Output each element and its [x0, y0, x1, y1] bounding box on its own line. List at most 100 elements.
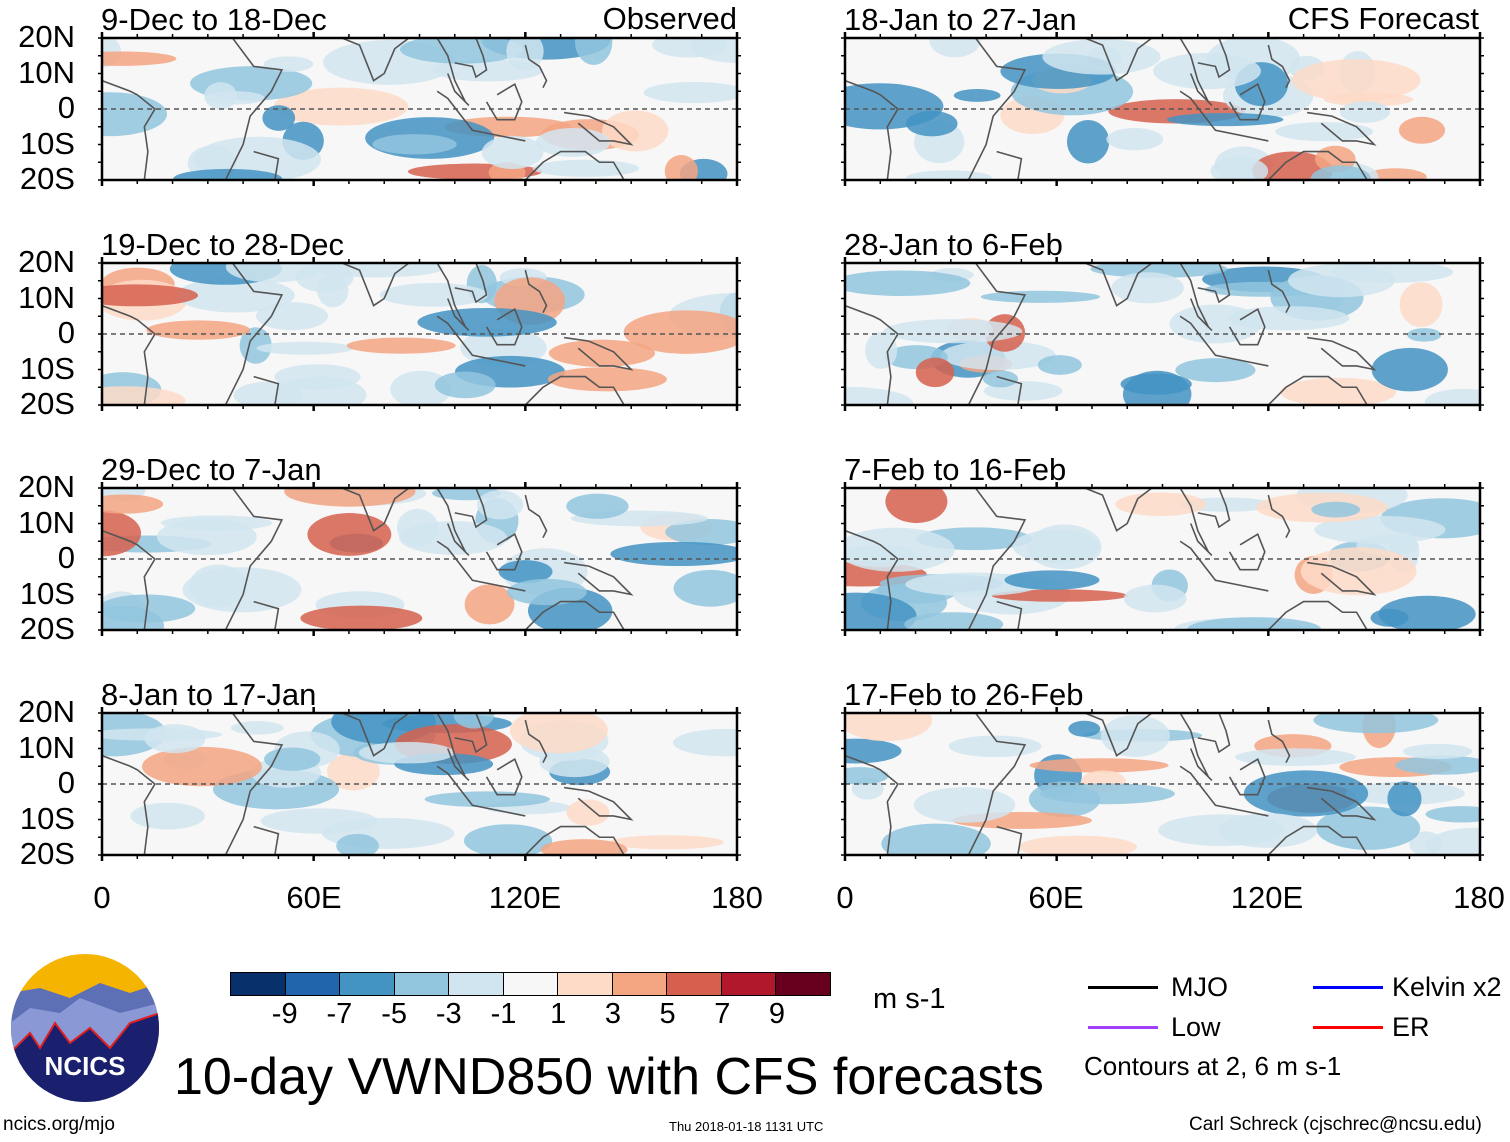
coastline: [1267, 150, 1368, 180]
coastline: [341, 38, 410, 82]
coastline: [1307, 336, 1377, 371]
wind-anomaly-blob: [609, 835, 724, 850]
coastline: [1267, 44, 1291, 89]
coastline: [436, 90, 526, 142]
wind-anomaly-blob: [913, 787, 1016, 823]
wind-anomaly-blob: [358, 741, 455, 764]
wind-anomaly-blob: [1234, 748, 1356, 766]
wind-anomaly-blob: [1314, 515, 1446, 544]
wind-anomaly-blob: [915, 357, 955, 388]
wind-anomaly-blob: [264, 747, 321, 771]
wind-anomaly-blob: [239, 327, 272, 364]
wind-anomaly-blob: [102, 51, 177, 66]
wind-anomaly-blob: [1153, 52, 1261, 90]
lat-label: 0: [57, 765, 75, 800]
coastline: [845, 304, 899, 405]
map-panel: [98, 707, 741, 861]
lon-label: 0: [93, 880, 111, 915]
lon-label: 180: [1453, 880, 1505, 915]
wind-anomaly-blob: [664, 155, 698, 180]
coastline: [1307, 561, 1377, 596]
legend-line-er: [1313, 1026, 1383, 1029]
wind-anomaly-blob: [1387, 781, 1422, 817]
panel-title: 9-Dec to 18-Dec: [101, 2, 327, 37]
colorbar-tick-label: -5: [381, 998, 407, 1030]
coastline: [253, 600, 280, 630]
wind-anomaly-blob: [1364, 168, 1427, 180]
wind-anomaly-blob: [1371, 347, 1448, 392]
coastline: [102, 754, 156, 855]
coastline: [564, 786, 634, 821]
wind-anomaly-blob: [864, 331, 898, 369]
wind-anomaly-blob: [176, 277, 295, 313]
coastline: [485, 757, 523, 796]
wind-anomaly-blob: [1122, 370, 1192, 405]
coastline: [253, 825, 280, 855]
coastline: [957, 488, 1027, 630]
wind-anomaly-blob: [904, 612, 1004, 630]
wind-anomaly-blob: [146, 320, 251, 340]
wind-anomaly-blob: [845, 386, 914, 405]
colorbar-swatch: [558, 973, 613, 995]
wind-anomaly-blob: [623, 310, 737, 354]
footer-url[interactable]: ncics.org/mjo: [3, 1114, 115, 1135]
lon-label: 120E: [1230, 880, 1304, 915]
wind-anomaly-blob: [130, 802, 205, 830]
coastline: [436, 765, 526, 817]
wind-anomaly-blob: [881, 823, 991, 855]
coastline: [524, 269, 548, 314]
lon-label: 60E: [286, 880, 342, 915]
coastline: [1179, 540, 1269, 592]
colorbar-swatch: [285, 973, 340, 995]
observed-label: Observed: [602, 1, 737, 36]
footer-timestamp: Thu 2018-01-18 1131 UTC: [669, 1119, 824, 1134]
wind-anomaly-blob: [102, 594, 196, 623]
wind-anomaly-blob: [424, 791, 550, 808]
wind-anomaly-blob: [1166, 112, 1284, 127]
wind-anomaly-blob: [610, 541, 737, 567]
footer-author: Carl Schreck (cjschrec@ncsu.edu): [1189, 1114, 1482, 1135]
wind-anomaly-blob: [300, 605, 423, 630]
coastline: [1197, 38, 1231, 79]
coastline: [214, 713, 284, 855]
wind-anomaly-blob: [1426, 827, 1480, 855]
map-panel: [98, 482, 741, 636]
colorbar-tick-label: -9: [271, 998, 298, 1030]
wind-anomaly-blob: [507, 578, 587, 606]
wind-anomaly-blob: [1403, 743, 1473, 760]
map-panel: [98, 32, 741, 186]
wind-anomaly-blob: [953, 88, 1001, 102]
wind-anomaly-blob: [690, 38, 737, 63]
wind-anomaly-blob: [1425, 806, 1480, 823]
wind-anomaly-blob: [102, 284, 198, 307]
wind-anomaly-blob: [1243, 770, 1369, 817]
wind-anomaly-blob: [1018, 835, 1137, 855]
wind-anomaly-blob: [1252, 151, 1333, 180]
wind-anomaly-blob: [204, 91, 265, 105]
wind-anomaly-blob: [476, 490, 524, 520]
wind-anomaly-blob: [346, 337, 456, 354]
map-panel: [841, 707, 1484, 861]
wind-anomaly-blob: [1316, 806, 1421, 850]
lat-label: 10N: [18, 504, 75, 540]
coastline: [454, 488, 488, 529]
lat-label: 10N: [18, 279, 75, 315]
colorbar-tick-label: -7: [326, 998, 353, 1030]
forecast-label: CFS Forecast: [1287, 1, 1479, 36]
wind-anomaly-blob: [1175, 358, 1256, 383]
coastline: [454, 713, 488, 754]
map-panel: [841, 257, 1484, 411]
wind-anomaly-blob: [548, 339, 656, 367]
wind-anomaly-blob: [1210, 156, 1269, 180]
panel-title: 8-Jan to 17-Jan: [101, 677, 317, 712]
wind-anomaly-blob: [390, 370, 452, 405]
legend-label-er: ER: [1392, 1012, 1430, 1042]
coastline: [454, 263, 488, 304]
wind-anomaly-blob: [602, 110, 669, 152]
wind-anomaly-blob: [295, 263, 354, 293]
coastline: [564, 561, 634, 596]
wind-anomaly-blob: [1227, 306, 1350, 331]
wind-anomaly-blob: [1280, 377, 1397, 405]
wind-anomaly-blob: [980, 290, 1100, 303]
wind-anomaly-blob: [189, 564, 248, 608]
